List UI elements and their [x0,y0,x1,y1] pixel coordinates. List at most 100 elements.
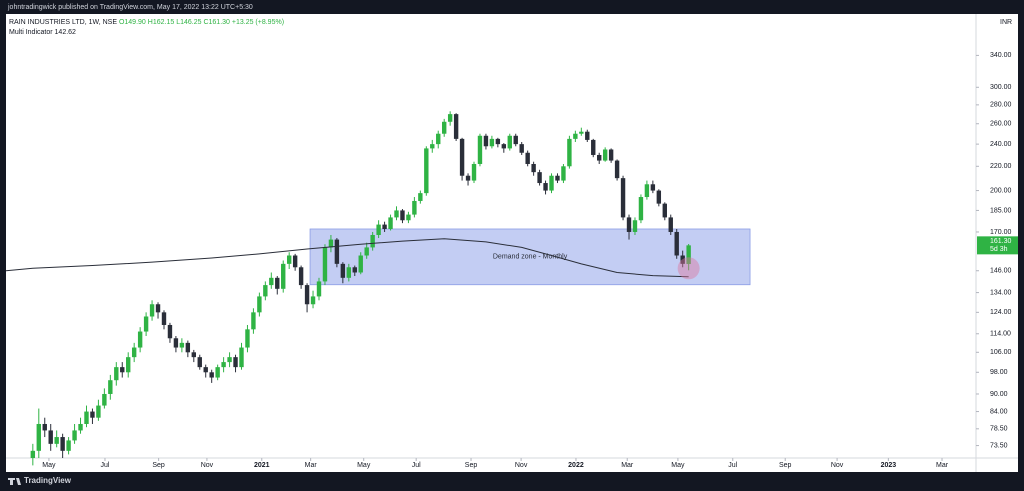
ohlc-high: H162.15 [148,19,175,26]
price-badge [977,236,1018,255]
y-tick-label: 260.00 [990,121,1012,128]
candle-body [501,144,507,149]
candle-body [114,367,119,381]
candle-body [275,277,280,289]
x-tick-label: Jul [412,462,421,469]
candle-body [84,411,89,424]
candle-body [394,210,399,218]
candle-body [597,154,602,161]
y-tick-label: 114.00 [990,331,1011,338]
x-tick-label: 2023 [881,462,897,469]
candle-body [495,138,501,145]
candle-body [36,423,41,451]
candle-body [644,184,650,198]
candle-body [477,135,483,164]
candle-body [525,152,530,164]
candle-body [579,131,584,134]
ohlc-change: +13.25 (+8.95%) [232,19,284,26]
candle-body [591,139,596,155]
candle-body [680,255,685,264]
candle-body [459,138,465,176]
candle-body [149,304,155,317]
candle-body [155,304,161,313]
y-tick-label: 185.00 [990,207,1012,214]
candle-body [370,234,375,248]
candle-body [227,357,232,363]
y-tick-label: 146.00 [990,268,1012,275]
x-tick-label: Sep [779,462,792,469]
candle-body [471,163,477,181]
candle-body [686,245,691,265]
candle-body [608,149,614,161]
candle-body [191,352,196,358]
y-tick-label: 98.00 [990,369,1008,376]
indicator-value: 142.62 [55,29,77,36]
candle-body [412,200,417,215]
x-tick-label: Nov [515,462,528,469]
y-tick-label: 73.50 [990,442,1008,449]
candle-body [286,255,292,264]
candle-body [245,329,250,348]
candle-body [537,172,542,184]
candle-body [328,239,334,248]
candle-body [173,338,179,348]
countdown: 5d 3h [990,246,1008,253]
x-tick-label: Sep [465,462,478,469]
candle-body [453,114,459,139]
y-tick-label: 124.00 [990,309,1012,316]
candle-body [131,347,137,358]
candle-body [430,144,435,149]
candle-body [161,312,167,325]
candle-body [269,277,274,286]
y-tick-label: 240.00 [990,141,1012,148]
y-tick-label: 134.00 [990,289,1012,296]
candle-body [465,175,471,181]
candle-body [209,372,214,378]
candle-body [281,263,286,289]
candle-body [531,163,536,173]
candle-body [167,324,173,339]
y-tick-label: 340.00 [990,52,1012,59]
candle-body [656,190,662,204]
candle-body [304,285,310,305]
candle-body [137,331,143,348]
candle-body [602,149,608,161]
candle-body [60,437,65,451]
candle-body [48,430,53,444]
publisher: johntradingwick published on TradingView… [7,4,253,11]
candle-body [66,440,71,451]
candle-body [334,239,340,264]
zone-label: Demand zone - Monthly [493,254,568,261]
candle-body [78,423,83,431]
candle-body [620,178,626,218]
candle-body [614,160,620,179]
candle-body [185,342,191,353]
candle-body [292,255,298,268]
candle-body [340,263,346,278]
brand: TradingView [24,476,72,485]
indicator-line [5,238,689,278]
candle-body [96,405,101,418]
indicator-name: Multi Indicator [9,29,53,36]
candle-body [108,380,113,394]
candle-body [555,175,560,181]
y-tick-label: 220.00 [990,163,1012,170]
x-tick-label: Sep [152,462,165,469]
candle-body [382,224,387,229]
y-tick-label: 106.00 [990,349,1012,356]
candle-body [316,281,322,297]
candle-body [310,296,316,305]
x-tick-label: Mar [621,462,634,469]
candle-body [626,217,632,232]
candle-body [179,342,185,348]
candle-body [483,135,489,147]
candle-body [90,411,95,418]
candle-body [585,131,590,140]
last-price: 161.30 [990,238,1012,245]
candle-body [358,255,363,273]
candle-body [513,135,518,145]
candle-body [668,217,673,232]
candle-body [567,138,572,167]
candle-body [102,393,107,406]
